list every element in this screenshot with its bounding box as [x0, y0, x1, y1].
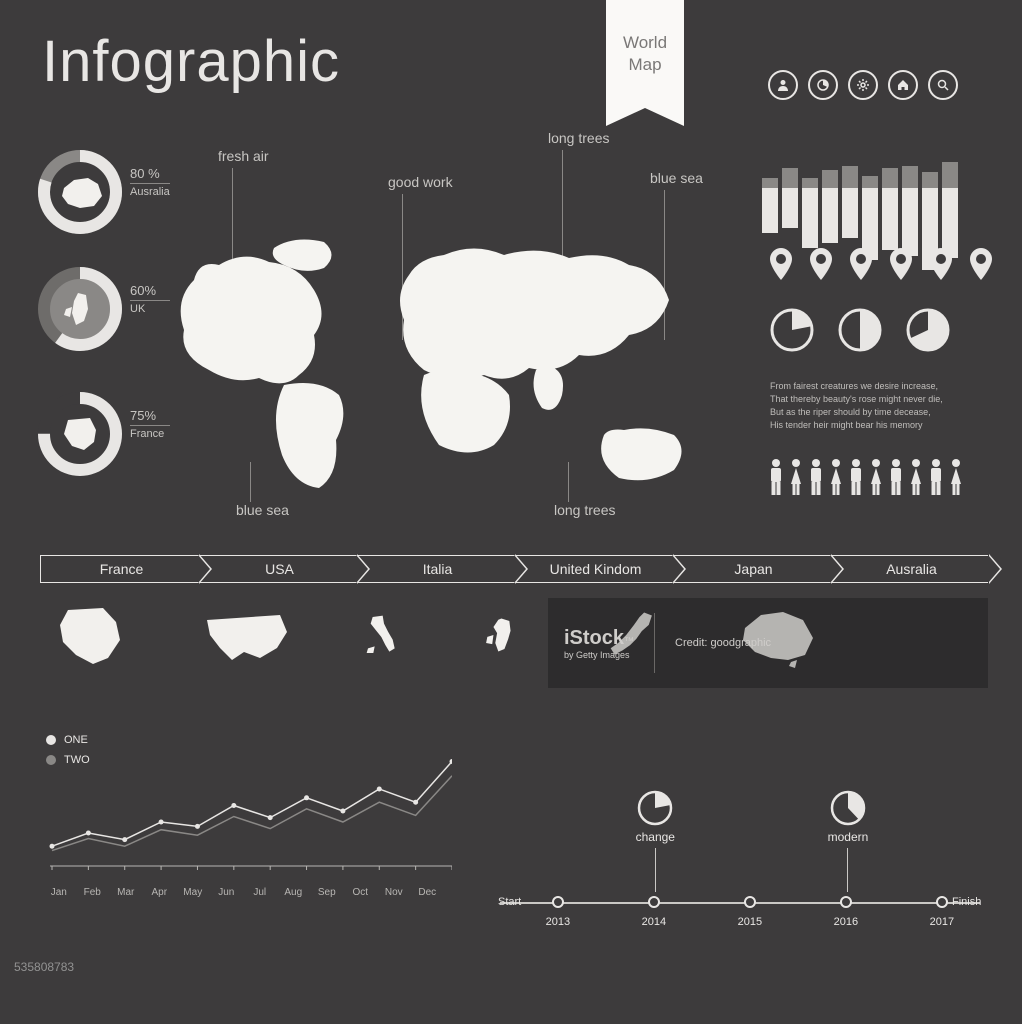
people-row: [768, 458, 964, 496]
istock-byline: by Getty Images: [564, 650, 634, 660]
person-female-icon: [948, 458, 964, 496]
legend-item: ONE: [46, 734, 90, 746]
country-segment: USA: [198, 555, 356, 583]
month-label: Mar: [109, 887, 143, 898]
map-pin-icon: [770, 248, 792, 285]
month-label: Sep: [310, 887, 344, 898]
month-label: Jan: [42, 887, 76, 898]
istock-watermark: iStock™ by Getty Images Credit: goodgrap…: [548, 598, 988, 688]
timeline-node: [840, 896, 852, 908]
uk-shape: [480, 600, 535, 670]
map-pin-icon: [810, 248, 832, 285]
home-icon: [888, 70, 918, 100]
person-male-icon: [808, 458, 824, 496]
person-female-icon: [788, 458, 804, 496]
month-label: May: [176, 887, 210, 898]
page-title: Infographic: [42, 28, 340, 95]
month-label: Jun: [210, 887, 244, 898]
month-label: Feb: [76, 887, 110, 898]
timeline-node: [744, 896, 756, 908]
person-male-icon: [848, 458, 864, 496]
watermark-separator: [654, 613, 655, 673]
stock-id: 535808783: [14, 960, 74, 974]
bar: [782, 128, 798, 228]
timeline-node: [552, 896, 564, 908]
bar: [902, 156, 918, 256]
country-segment: United Kindom: [514, 555, 672, 583]
italy-shape: [356, 600, 416, 670]
callout: fresh air: [218, 148, 269, 164]
timeline-year: 2013: [546, 916, 570, 928]
country-strip: FranceUSAItaliaUnited KindomJapanAusrali…: [40, 555, 988, 583]
timeline-start-label: Start: [498, 896, 521, 908]
mini-pie: [838, 308, 882, 357]
callout: blue sea: [650, 170, 703, 186]
gear-icon: [848, 70, 878, 100]
donut-ausralia: 80 % Ausralia: [36, 148, 124, 236]
search-icon: [928, 70, 958, 100]
country-segment: Italia: [356, 555, 514, 583]
month-label: Jul: [243, 887, 277, 898]
donut-france: 75% France: [36, 390, 124, 478]
person-male-icon: [928, 458, 944, 496]
timeline-year: 2014: [642, 916, 666, 928]
map-pin-icon: [890, 248, 912, 285]
ribbon-line1: World: [623, 33, 667, 53]
country-segment: Ausralia: [830, 555, 988, 583]
map-pin-icon: [930, 248, 952, 285]
bar: [882, 150, 898, 250]
timeline-track: [500, 902, 980, 904]
month-label: Apr: [143, 887, 177, 898]
bar: [842, 138, 858, 238]
usa-shape: [202, 600, 292, 670]
icon-row: [768, 70, 958, 100]
map-pin-icon: [970, 248, 992, 285]
body-text: From fairest creatures we desire increas…: [770, 380, 990, 432]
pie-trio: [770, 308, 950, 357]
person-male-icon: [768, 458, 784, 496]
callout: long trees: [548, 130, 609, 146]
timeline-head: change: [636, 790, 675, 892]
person-female-icon: [828, 458, 844, 496]
callout: good work: [388, 174, 453, 190]
bar: [862, 160, 878, 260]
bar: [822, 143, 838, 243]
map-pin-icon: [850, 248, 872, 285]
timeline-year: 2016: [834, 916, 858, 928]
month-label: Dec: [411, 887, 445, 898]
line-chart: JanFebMarAprMayJunJulAugSepOctNovDec: [42, 756, 452, 898]
mini-pie: [906, 308, 950, 357]
user-icon: [768, 70, 798, 100]
france-shape: [48, 600, 138, 670]
world-map: [164, 220, 744, 520]
month-label: Oct: [344, 887, 378, 898]
month-label: Aug: [277, 887, 311, 898]
person-male-icon: [888, 458, 904, 496]
timeline-node: [936, 896, 948, 908]
istock-credit: Credit: goodgraphic: [675, 637, 771, 649]
istock-logo: iStock™: [564, 627, 634, 650]
person-female-icon: [868, 458, 884, 496]
timeline-finish-label: Finish: [952, 896, 981, 908]
ribbon-line2: Map: [628, 55, 661, 75]
donut-uk: 60% UK: [36, 265, 124, 353]
month-label: Nov: [377, 887, 411, 898]
country-segment: France: [40, 555, 198, 583]
timeline-head: modern: [828, 790, 869, 892]
mini-pie: [770, 308, 814, 357]
timeline-node: [648, 896, 660, 908]
bar: [942, 158, 958, 258]
bar: [762, 133, 778, 233]
pins-row: [770, 248, 992, 285]
bar: [802, 148, 818, 248]
pie-icon: [808, 70, 838, 100]
world-map-ribbon: World Map: [606, 0, 684, 108]
person-female-icon: [908, 458, 924, 496]
timeline-year: 2015: [738, 916, 762, 928]
country-segment: Japan: [672, 555, 830, 583]
timeline-year: 2017: [930, 916, 954, 928]
